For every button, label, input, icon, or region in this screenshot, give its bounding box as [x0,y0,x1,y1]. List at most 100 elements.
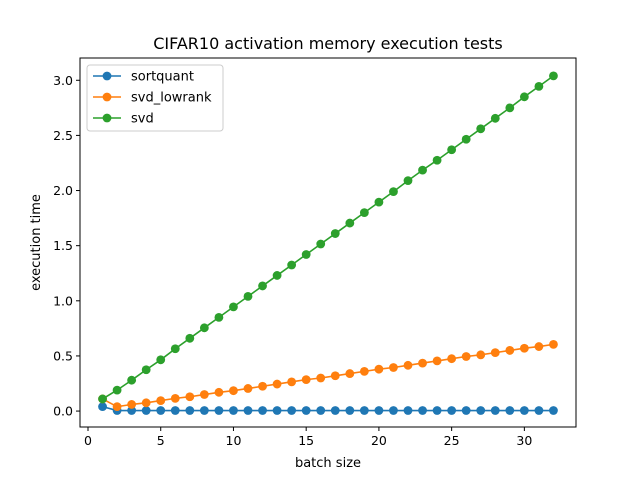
data-point [214,312,224,322]
y-tick-label: 1.0 [53,293,73,308]
data-point [170,393,180,403]
data-point [476,350,486,360]
x-tick-label: 25 [444,433,460,448]
data-point [258,381,267,391]
data-point [214,387,224,397]
data-point [272,379,282,389]
data-point [199,323,209,333]
data-point [272,271,282,280]
data-point [98,402,107,412]
data-point [258,406,267,415]
y-tick-label: 0.5 [53,348,73,363]
y-tick-label: 2.0 [53,183,73,198]
data-point [185,333,195,343]
data-point [549,71,558,81]
series-svd [98,71,558,404]
data-point [345,406,355,415]
data-point [432,406,442,415]
data-point [243,406,253,415]
data-point [141,365,151,375]
data-point [447,145,457,155]
data-point [316,373,326,383]
data-point [301,406,311,415]
data-point [156,355,166,365]
data-point [301,250,311,259]
data-point [549,339,558,349]
data-point [389,187,398,197]
data-point [243,384,253,393]
plot-frame [79,57,577,428]
y-axis-label: execution time [29,194,44,291]
data-point [199,406,209,415]
data-point [534,81,544,91]
y-tick-label: 3.0 [53,73,73,88]
data-point [127,406,137,415]
legend-marker [102,71,112,81]
data-point [389,406,398,415]
data-point [156,396,166,405]
data-point [519,406,529,415]
data-point [418,358,427,368]
data-point [374,364,384,374]
data-point [287,406,297,415]
data-point [476,406,486,415]
data-point [403,406,413,415]
data-point [374,197,384,207]
data-point [359,208,369,217]
series-svd_lowrank [98,339,558,412]
legend-label: svd_lowrank [131,91,212,106]
x-axis-ticks: 0 5 10 15 20 25 30 [84,427,532,448]
x-tick-label: 10 [226,433,242,448]
x-tick-label: 15 [298,433,314,448]
legend-marker [102,113,112,123]
y-axis-ticks: 0.0 0.5 1.0 1.5 2.0 2.5 3.0 [53,73,80,419]
data-point [287,260,297,270]
data-point [127,375,137,385]
data-point [519,343,529,353]
data-point [505,103,515,113]
data-point [432,155,442,165]
data-point [301,375,311,385]
data-point [505,406,515,415]
data-point [170,344,180,354]
x-axis-label: batch size [295,456,361,471]
x-tick-label: 0 [84,433,92,448]
data-point [432,356,442,366]
data-point [156,406,166,415]
data-point [461,406,471,415]
series-sortquant [98,402,558,415]
data-point [447,406,457,415]
data-point [418,406,427,415]
chart-title: CIFAR10 activation memory execution test… [153,34,503,53]
data-point [170,406,180,415]
legend-entry: svd [93,112,154,127]
data-point [112,402,122,412]
data-point [490,113,500,123]
data-point [461,352,471,361]
data-point [345,369,355,378]
data-point [403,360,413,370]
data-point [549,406,558,415]
data-point [229,302,238,312]
x-tick-label: 30 [516,433,532,448]
data-point [141,398,151,408]
data-point [185,406,195,415]
data-point [461,134,471,144]
data-point [229,386,238,396]
x-tick-label: 20 [371,433,387,448]
y-tick-label: 2.5 [53,128,73,143]
y-tick-label: 1.5 [53,238,73,253]
data-point [243,291,253,301]
data-point [534,406,544,415]
data-point [389,363,398,372]
legend-entry: svd_lowrank [93,91,212,106]
data-point [403,176,413,186]
legend-label: sortquant [131,70,194,85]
data-point [490,406,500,415]
data-point [447,354,457,364]
data-point [330,406,340,415]
data-point [98,394,107,404]
data-point [185,392,195,402]
